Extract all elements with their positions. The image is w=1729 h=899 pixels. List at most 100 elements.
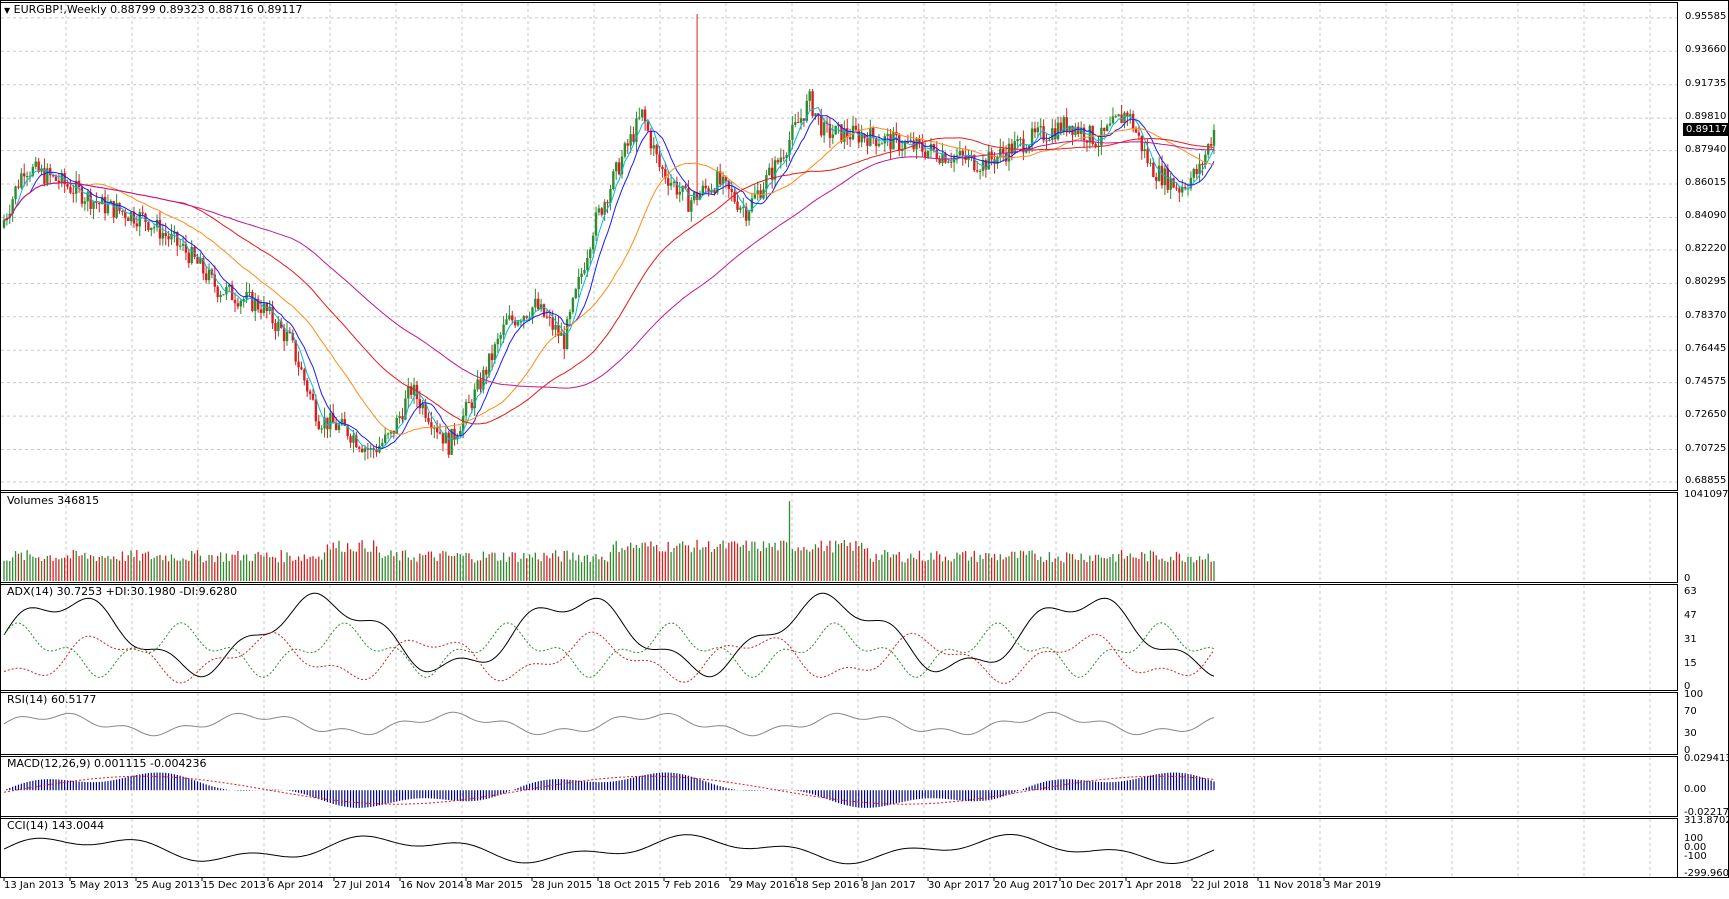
candle-body [620, 156, 624, 175]
candle-body [733, 191, 736, 202]
candle-body [1152, 162, 1155, 178]
candle-body [707, 188, 710, 193]
candle-body [178, 245, 182, 247]
adx-axis-label: 47 [1684, 609, 1697, 621]
time-axis-label: 16 Nov 2014 [400, 880, 465, 891]
candle-body [83, 201, 87, 204]
candle-body [141, 212, 144, 214]
candle-body [25, 176, 29, 178]
candle-body [658, 154, 661, 167]
price-axis-label: 0.86015 [1685, 177, 1727, 189]
adx-axis-label: 31 [1684, 634, 1697, 646]
candle-body [204, 273, 208, 281]
candle-body [447, 432, 450, 455]
candle-body [1108, 123, 1112, 126]
candle-body [820, 115, 823, 136]
candle-body [1209, 144, 1213, 146]
macd-signal-line [3, 775, 1215, 805]
candle-body [811, 91, 814, 117]
candle-body [511, 315, 514, 321]
candle-body [343, 419, 346, 426]
candle-body [43, 168, 46, 184]
price-axis-label: 0.95585 [1685, 10, 1727, 22]
cci-axis-label: 0.00 [1684, 842, 1707, 854]
candle-body [473, 389, 476, 409]
candle-body [1131, 114, 1135, 130]
time-axis-label: 30 Apr 2017 [928, 880, 990, 891]
candle-body [1178, 188, 1181, 193]
candle-body [649, 130, 653, 149]
candle-body [355, 435, 358, 448]
candle-body [854, 125, 858, 130]
candle-body [207, 269, 211, 281]
candle-body [493, 344, 497, 361]
candle-body [129, 211, 133, 222]
candle-body [202, 258, 205, 274]
adx-plus-di-line [3, 622, 1215, 678]
candle-body [155, 219, 159, 228]
candle-body [880, 143, 884, 145]
candle-body [288, 331, 292, 333]
candle-body [525, 316, 528, 318]
price-axis-label: 0.87940 [1685, 143, 1727, 155]
candle-body [239, 300, 243, 307]
candle-body [213, 274, 217, 287]
candle-body [681, 185, 684, 192]
candle-body [860, 134, 863, 143]
candle-body [1198, 163, 1201, 175]
chart-frame [0, 0, 1729, 878]
candle-body [589, 249, 592, 258]
candle-body [788, 139, 791, 155]
candle-body [941, 153, 944, 164]
candle-body [999, 148, 1002, 157]
candle-body [196, 257, 199, 264]
candle-body [594, 212, 598, 236]
candle-body [1189, 177, 1193, 189]
candle-body [903, 142, 907, 149]
candle-body [459, 431, 462, 437]
time-axis-label: 29 May 2016 [730, 880, 796, 891]
candle-body [814, 113, 817, 117]
candle-body [1094, 143, 1097, 147]
candle-body [1004, 153, 1008, 162]
candle-body [736, 201, 739, 210]
candle-body [1169, 178, 1172, 190]
candle-body [115, 202, 118, 218]
candle-body [242, 299, 245, 301]
candle-body [921, 142, 924, 152]
candle-body [300, 367, 303, 370]
candle-body [63, 172, 66, 185]
candle-body [17, 186, 20, 188]
ma-slow-line [3, 126, 1215, 435]
candle-body [124, 211, 127, 219]
candle-body [744, 207, 748, 221]
candle-body [323, 417, 326, 429]
candle-body [713, 190, 716, 193]
candle-body [739, 207, 742, 210]
candle-body [193, 247, 196, 258]
candle-body [308, 391, 312, 394]
ma-longest-line [3, 140, 1215, 389]
candle-body [314, 399, 318, 422]
dropdown-triangle-icon[interactable]: ▼ [4, 6, 11, 15]
candle-body [632, 134, 635, 142]
candle-body [256, 298, 260, 310]
volumes-pane-title: Volumes 346815 [7, 494, 100, 507]
candle-body [248, 291, 251, 293]
candle-body [1146, 149, 1149, 163]
candle-body [1172, 178, 1175, 188]
candle-body [395, 417, 398, 434]
candle-body [66, 184, 69, 187]
candle-body [225, 286, 228, 295]
candle-body [863, 134, 866, 139]
candle-body [531, 307, 534, 318]
candle-body [1166, 168, 1169, 190]
candle-body [167, 236, 170, 240]
candle-body [929, 144, 933, 151]
candle-body [415, 384, 419, 400]
candle-body [646, 121, 650, 131]
candle-body [236, 303, 240, 307]
candle-body [655, 145, 658, 155]
